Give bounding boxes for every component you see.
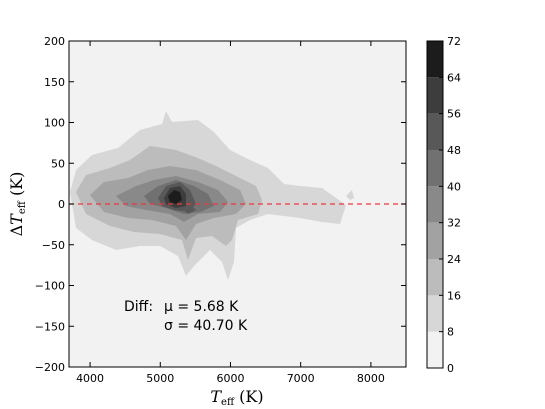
y-tick-label: −200 [35, 361, 65, 374]
density-contours [70, 111, 354, 280]
colorbar-frame [426, 40, 444, 369]
colorbar-tick-label: 48 [447, 144, 461, 157]
x-tick-label: 8000 [357, 372, 385, 385]
colorbar-band [427, 222, 443, 259]
contour-level-1-spot [346, 190, 354, 200]
annotation-diff-label: Diff: [124, 299, 153, 315]
colorbar-tick-label: 8 [447, 326, 454, 339]
colorbar-tick-label: 0 [447, 362, 454, 375]
y-tick-label: 100 [44, 117, 65, 130]
y-tick-label: 200 [44, 35, 65, 48]
y-tick-label: −150 [35, 320, 65, 333]
colorbar-tick-label: 40 [447, 180, 461, 193]
colorbar-tick-label: 56 [447, 108, 461, 121]
y-tick-label: −50 [42, 239, 65, 252]
x-axis: 4000 5000 6000 7000 8000 [76, 41, 385, 385]
colorbar-tick-label: 72 [447, 35, 461, 48]
colorbar-band [427, 150, 443, 187]
colorbar-band [427, 77, 443, 114]
x-tick-label: 5000 [146, 372, 174, 385]
y-tick-label: −100 [35, 280, 65, 293]
y-axis: 200 150 100 50 0 −50 −100 −150 −200 [35, 35, 406, 374]
y-tick-label: 150 [44, 76, 65, 89]
x-tick-label: 6000 [216, 372, 244, 385]
colorbar-band [427, 331, 443, 368]
colorbar-band [427, 259, 443, 296]
y-tick-label: 50 [51, 157, 65, 170]
x-tick-label: 7000 [287, 372, 315, 385]
y-tick-label: 0 [58, 198, 65, 211]
colorbar-band [427, 295, 443, 332]
y-axis-label: ΔTeff (K) [7, 172, 28, 237]
annotation-sigma: σ = 40.70 K [164, 318, 248, 334]
colorbar-band [427, 113, 443, 150]
colorbar-tick-label: 16 [447, 289, 461, 302]
annotation-mu: μ = 5.68 K [164, 299, 239, 315]
x-axis-label: Teff (K) [210, 387, 263, 408]
colorbar-tick-label: 32 [447, 217, 461, 230]
x-tick-label: 4000 [76, 372, 104, 385]
colorbar-tick-label: 64 [447, 71, 461, 84]
contour-secondary-blob [182, 204, 196, 214]
contour-level-8 [168, 190, 182, 204]
plot-area: Diff: μ = 5.68 K σ = 40.70 K [68, 40, 407, 368]
colorbar-band [427, 41, 443, 78]
colorbar: 72 64 56 48 40 32 24 16 8 0 [426, 35, 461, 375]
colorbar-band [427, 186, 443, 223]
colorbar-tick-label: 24 [447, 253, 461, 266]
